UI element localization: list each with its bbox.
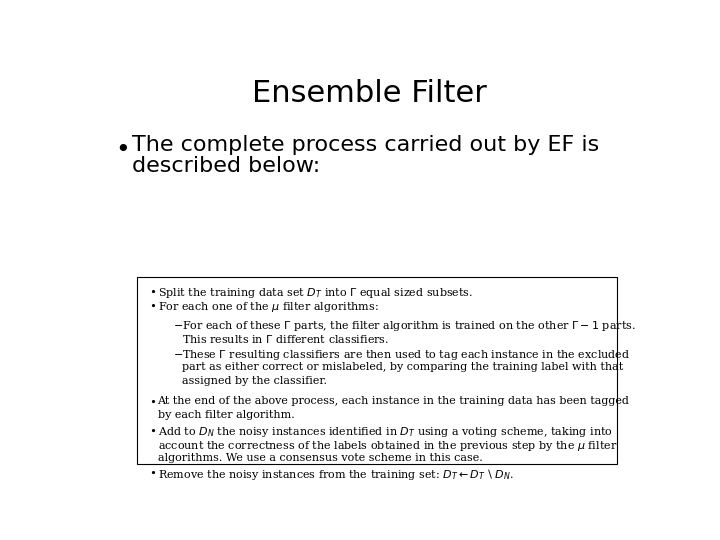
Text: Ensemble Filter: Ensemble Filter — [251, 79, 487, 109]
Text: Add to $D_N$ the noisy instances identified in $D_T$ using a voting scheme, taki: Add to $D_N$ the noisy instances identif… — [158, 424, 612, 438]
Text: These $\Gamma$ resulting classifiers are then used to tag each instance in the e: These $\Gamma$ resulting classifiers are… — [181, 348, 630, 362]
Text: For each one of the $\mu$ filter algorithms:: For each one of the $\mu$ filter algorit… — [158, 300, 378, 314]
Text: $\bullet$: $\bullet$ — [148, 424, 156, 435]
Text: $-$: $-$ — [173, 348, 183, 358]
Text: algorithms. We use a consensus vote scheme in this case.: algorithms. We use a consensus vote sche… — [158, 453, 482, 463]
Text: account the correctness of the labels obtained in the previous step by the $\mu$: account the correctness of the labels ob… — [158, 438, 617, 453]
FancyBboxPatch shape — [138, 277, 617, 464]
Text: $\bullet$: $\bullet$ — [148, 286, 156, 296]
Text: At the end of the above process, each instance in the training data has been tag: At the end of the above process, each in… — [158, 396, 629, 406]
Text: assigned by the classifier.: assigned by the classifier. — [181, 376, 326, 387]
Text: by each filter algorithm.: by each filter algorithm. — [158, 410, 294, 421]
Text: Remove the noisy instances from the training set: $D_T \leftarrow D_T\setminus D: Remove the noisy instances from the trai… — [158, 467, 513, 482]
Text: $\bullet$: $\bullet$ — [148, 300, 156, 310]
Text: $-$: $-$ — [173, 319, 183, 328]
Text: •: • — [115, 138, 130, 161]
Text: This results in $\Gamma$ different classifiers.: This results in $\Gamma$ different class… — [181, 333, 389, 345]
Text: $\bullet$: $\bullet$ — [148, 467, 156, 477]
Text: part as either correct or mislabeled, by comparing the training label with that: part as either correct or mislabeled, by… — [181, 362, 623, 373]
Text: Split the training data set $D_T$ into $\Gamma$ equal sized subsets.: Split the training data set $D_T$ into $… — [158, 286, 472, 300]
Text: described below:: described below: — [132, 156, 320, 176]
Text: The complete process carried out by EF is: The complete process carried out by EF i… — [132, 136, 599, 156]
Text: $\bullet$: $\bullet$ — [148, 396, 156, 406]
Text: For each of these $\Gamma$ parts, the filter algorithm is trained on the other $: For each of these $\Gamma$ parts, the fi… — [181, 319, 635, 333]
